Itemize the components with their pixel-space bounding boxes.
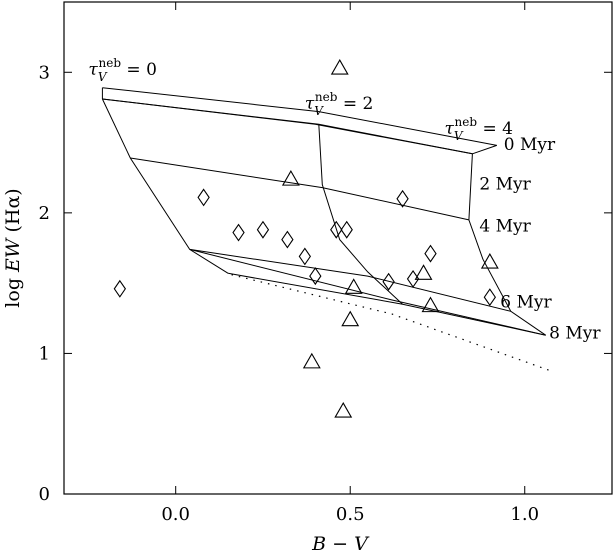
isochrone-line: [102, 98, 473, 155]
diamond-marker: [281, 230, 294, 249]
diamond-marker: [330, 220, 343, 239]
triangle-marker: [341, 310, 360, 327]
triangle-marker: [281, 170, 300, 186]
triangle-marker: [344, 278, 363, 294]
y-tick-label: 1: [39, 343, 50, 364]
triangle-marker: [334, 401, 353, 418]
isochrone-line: [189, 248, 511, 312]
triangle-marker: [414, 264, 433, 280]
triangle-marker: [421, 296, 440, 313]
track-tau-0: [101, 98, 229, 274]
y-axis-ticks: 0 1 2 3: [39, 62, 612, 505]
x-tick-label: 0.5: [336, 504, 365, 525]
age-label: 4 Myr: [479, 217, 531, 237]
x-tick-label: 0.0: [161, 504, 190, 525]
grid-upper-edge: [102, 87, 497, 146]
diamond-marker: [232, 223, 245, 242]
x-axis-ticks: 0.0 0.5 1.0: [161, 2, 539, 525]
y-tick-label: 2: [39, 203, 50, 224]
grid-slab-right: [472, 144, 497, 155]
track-tau-2: [318, 124, 403, 305]
triangle-marker: [480, 252, 499, 269]
diamond-marker: [340, 220, 353, 239]
x-axis-title: B − V: [311, 533, 370, 555]
dotted-lower-edge: [231, 274, 550, 371]
diamond-marker: [197, 188, 210, 207]
diamond-marker: [424, 244, 437, 263]
grid-top-edge: [102, 98, 473, 155]
diamond-marker: [113, 279, 127, 298]
track-tau-4: [468, 153, 546, 336]
age-label: 6 Myr: [500, 292, 552, 312]
data-markers: [113, 58, 499, 418]
x-tick-label: 1.0: [510, 504, 539, 525]
y-tick-label: 3: [39, 62, 50, 83]
triangle-marker: [302, 352, 321, 369]
isochrone-line: [130, 157, 470, 221]
diamond-marker: [298, 247, 312, 266]
plot-frame: [63, 1, 613, 495]
diamond-marker: [396, 189, 409, 208]
diamond-marker: [483, 288, 497, 307]
grid-lower-edge: [189, 248, 546, 336]
isochrone-line: [228, 272, 546, 336]
age-label: 8 Myr: [549, 323, 601, 343]
tau-label: τVneb = 4: [444, 115, 512, 143]
diamond-marker: [309, 267, 322, 286]
diamond-marker: [256, 220, 270, 239]
age-label: 0 Myr: [504, 135, 556, 155]
y-tick-label: 0: [39, 484, 50, 505]
age-label: 2 Myr: [479, 174, 531, 194]
triangle-marker: [330, 58, 349, 75]
annotation-labels: τVneb = 0 τVneb = 2 τVneb = 40 Myr 2 Myr 4 M…: [88, 56, 601, 343]
y-axis-title: log EW (Hα): [2, 188, 24, 307]
model-grid: [101, 87, 550, 371]
tau-label: τVneb = 2: [305, 90, 373, 118]
tau-label: τVneb = 0: [88, 56, 156, 84]
diamond-marker: [382, 272, 395, 291]
